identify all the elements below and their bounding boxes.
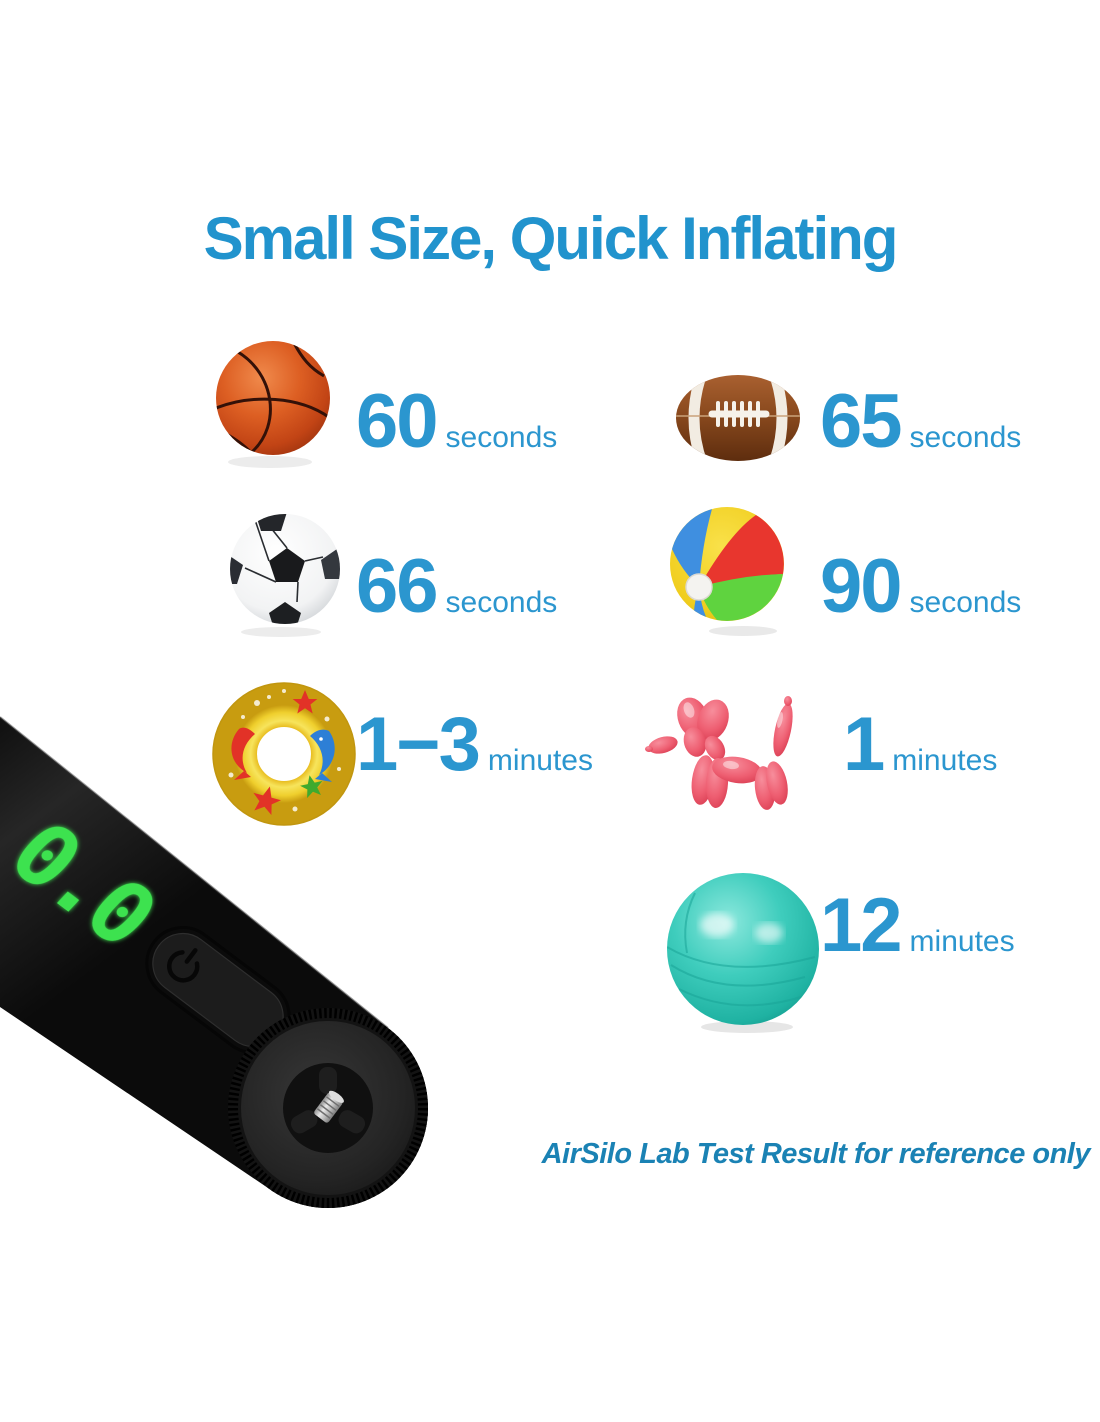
inflation-item-american-football: 65 seconds [672, 370, 1021, 473]
inflation-time-unit: minutes [909, 925, 1015, 958]
inflation-time: 90 seconds [820, 549, 1021, 625]
nozzle-thread [314, 1090, 344, 1123]
inflation-time-value: 1 [843, 702, 885, 787]
inflation-time-value: 12 [820, 883, 903, 968]
inflation-time-unit: seconds [909, 586, 1022, 619]
inflation-time: 65 seconds [820, 384, 1021, 460]
inflation-time: 66 seconds [356, 549, 557, 625]
inflation-time-value: 66 [356, 544, 439, 629]
soccer-ball-icon [230, 514, 340, 637]
inflation-time-unit: minutes [892, 744, 998, 777]
power-button [145, 926, 291, 1054]
inflation-item-soccer-ball: 66 seconds [225, 510, 557, 643]
page-title: Small Size, Quick Inflating [203, 205, 899, 272]
basketball-icon [216, 341, 330, 468]
inflation-item-basketball: 60 seconds [208, 336, 557, 475]
disclaimer-note: AirSilo Lab Test Result for reference on… [541, 1138, 1091, 1170]
inflation-time-unit: seconds [445, 421, 558, 454]
air-pump-device: 0.0 [0, 716, 428, 1208]
inflation-time-value: 60 [356, 379, 439, 464]
inflation-time: 1 minutes [843, 707, 997, 783]
inflation-time-unit: seconds [909, 421, 1022, 454]
inflation-time: 60 seconds [356, 384, 557, 460]
inflation-item-balloon-dog: 1 minutes [645, 690, 997, 845]
pump-end-cap [228, 1008, 428, 1208]
inflation-time: 12 minutes [820, 888, 1015, 964]
balloon-dog-icon [645, 696, 793, 810]
inflation-item-swim-ring: 1−3 minutes [209, 679, 593, 834]
american-football-icon [676, 375, 800, 461]
swim-ring-icon [212, 682, 356, 826]
inflation-time-value: 1−3 [356, 702, 481, 787]
inflation-item-yoga-ball: 12 minutes [665, 869, 1015, 1039]
yoga-ball-icon [667, 873, 819, 1033]
beach-ball-icon [670, 507, 784, 636]
inflation-time-value: 90 [820, 544, 903, 629]
inflation-time-value: 65 [820, 379, 903, 464]
inflation-time: 1−3 minutes [356, 707, 593, 783]
inflation-time-unit: minutes [487, 744, 593, 777]
power-icon [167, 948, 200, 983]
inflation-item-beach-ball: 90 seconds [668, 505, 1021, 642]
inflation-time-unit: seconds [445, 586, 558, 619]
